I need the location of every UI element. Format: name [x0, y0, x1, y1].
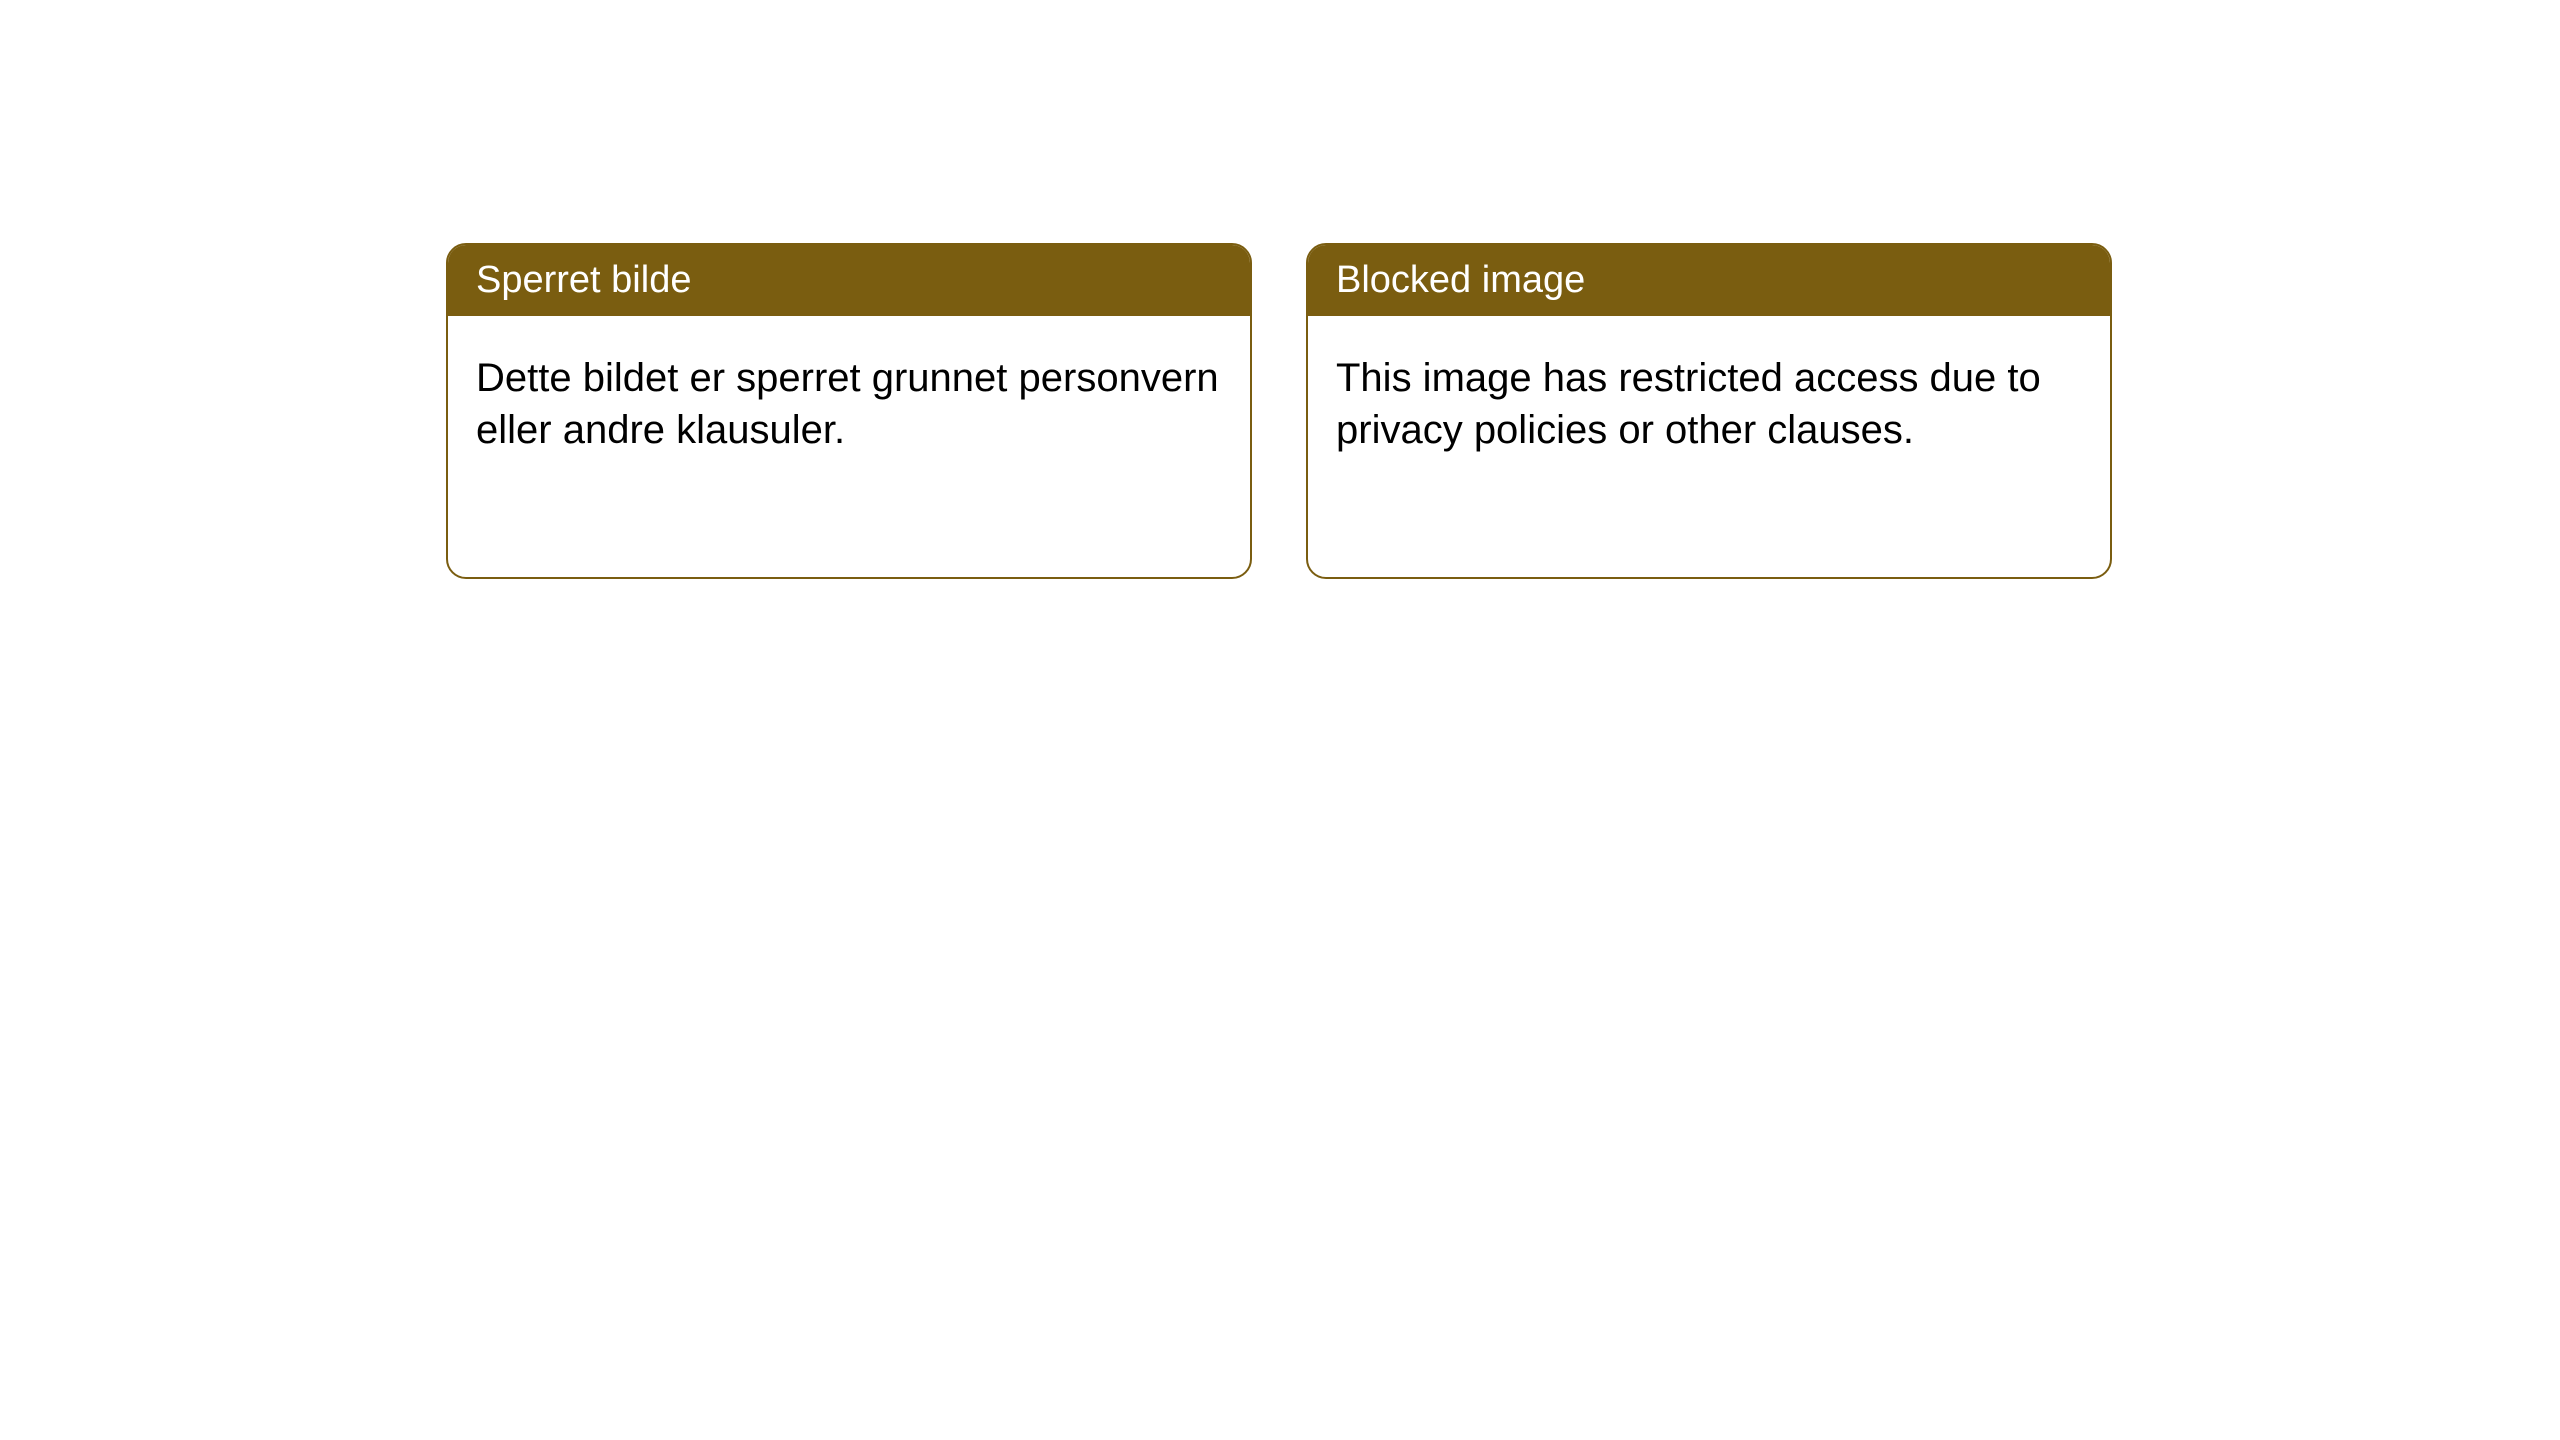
card-body: Dette bildet er sperret grunnet personve…	[448, 316, 1250, 492]
notice-card-norwegian: Sperret bilde Dette bildet er sperret gr…	[446, 243, 1252, 579]
notice-cards-container: Sperret bilde Dette bildet er sperret gr…	[0, 0, 2560, 579]
card-message: This image has restricted access due to …	[1336, 356, 2041, 452]
card-header: Sperret bilde	[448, 245, 1250, 316]
card-title: Blocked image	[1336, 259, 1585, 301]
card-header: Blocked image	[1308, 245, 2110, 316]
notice-card-english: Blocked image This image has restricted …	[1306, 243, 2112, 579]
card-body: This image has restricted access due to …	[1308, 316, 2110, 492]
card-message: Dette bildet er sperret grunnet personve…	[476, 356, 1219, 452]
card-title: Sperret bilde	[476, 259, 691, 301]
